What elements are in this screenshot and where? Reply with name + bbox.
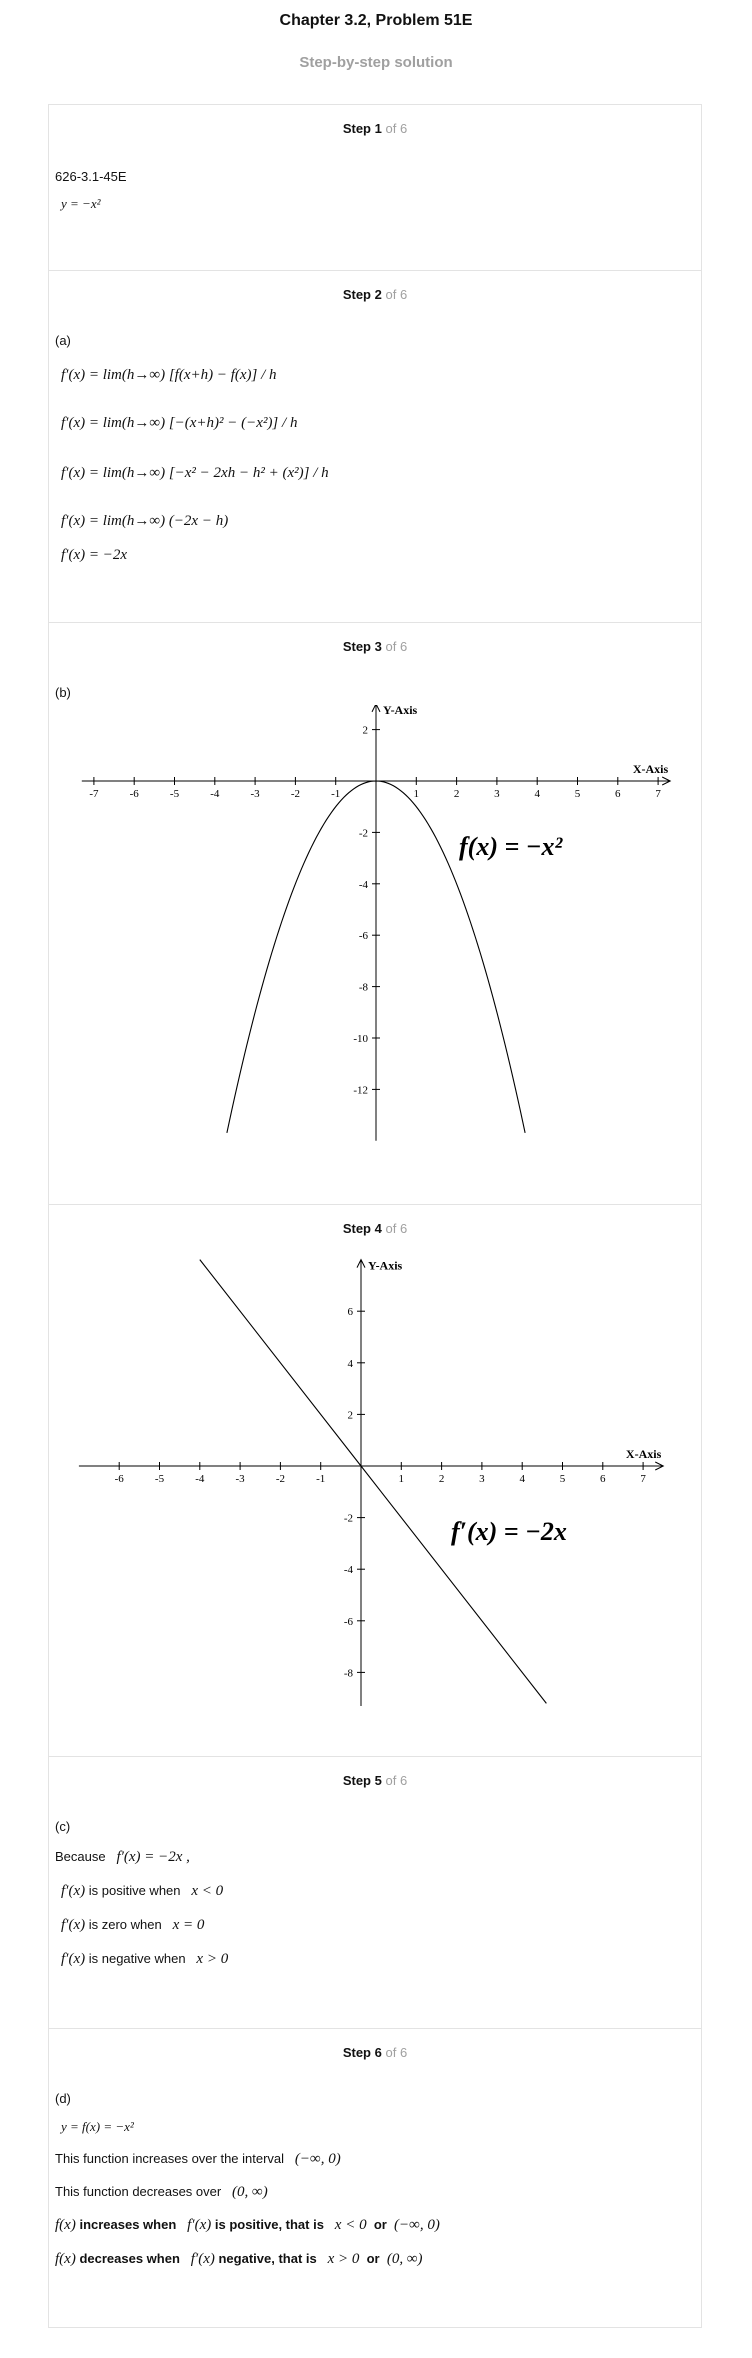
function-curve: [199, 1259, 547, 1704]
x-tick-label: 4: [534, 788, 540, 800]
function-annotation: f′(x) = −2x: [451, 1517, 567, 1546]
problem-reference: 626-3.1-45E: [55, 169, 127, 184]
x-tick-label: 6: [615, 788, 621, 800]
zero-line: f′(x) is zero when x = 0: [61, 1917, 205, 1933]
y-tick-label: -6: [344, 1616, 354, 1628]
y-tick-label: -8: [359, 982, 369, 994]
x-tick-label: -1: [316, 1473, 325, 1485]
decrease-interval-line: This function decreases over (0, ∞): [55, 2184, 268, 2200]
step-5-heading: Step 5 of 6: [342, 1773, 408, 1788]
x-tick-label: -2: [291, 788, 300, 800]
step-6-heading: Step 6 of 6: [342, 2045, 408, 2060]
y-tick-label: -4: [344, 1564, 354, 1576]
y-tick-label: -4: [359, 879, 369, 891]
function-curve: [226, 780, 526, 1133]
step-1-heading: Step 1 of 6: [342, 121, 408, 136]
derivation-line-4: f′(x) = lim(h→∞) (−2x − h): [61, 513, 229, 529]
x-tick-label: 5: [560, 1473, 566, 1485]
x-tick-label: 1: [399, 1473, 405, 1485]
page-title: Chapter 3.2, Problem 51E: [279, 12, 473, 29]
x-tick-label: 2: [454, 788, 460, 800]
y-tick-label: -8: [344, 1667, 354, 1679]
y-axis-label: Y-Axis: [383, 705, 418, 717]
x-tick-label: -5: [155, 1473, 165, 1485]
derivation-line-1: f′(x) = lim(h→∞) [f(x+h) − f(x)] / h: [61, 367, 277, 383]
x-tick-label: -4: [195, 1473, 205, 1485]
y-tick-label: -2: [359, 827, 368, 839]
step-3-heading: Step 3 of 6: [342, 639, 408, 654]
derivative-line-graph: X-Axis Y-Axis -6 -5 -4 -3 -2 -1 1 2 3 4 5 6 7 6 4 2 -2 -4 -6…: [78, 1258, 665, 1706]
derivation-line-5: f′(x) = −2x: [61, 547, 127, 563]
x-tick-label: 7: [640, 1473, 646, 1485]
y-tick-label: 2: [348, 1409, 354, 1421]
y-tick-label: -2: [344, 1513, 353, 1525]
y-axis-arrow: [371, 705, 381, 713]
function-annotation: f(x) = −x²: [459, 832, 564, 861]
derivation-line-2: f′(x) = lim(h→∞) [−(x+h)² − (−x²)] / h: [61, 415, 298, 431]
y-tick-label: 4: [348, 1358, 354, 1370]
x-tick-label: 2: [439, 1473, 445, 1485]
increases-summary: f(x) increases when f′(x) is positive, t…: [55, 2217, 440, 2233]
y-tick-label: -10: [353, 1033, 368, 1045]
decreases-summary: f(x) decreases when f′(x) negative, that…: [55, 2251, 423, 2267]
step-5-card: Step 5 of 6 (c) Because f′(x) = −2x , f′…: [48, 1756, 702, 2028]
parabola-graph: X-Axis Y-Axis -7 -6 -5 -4 -3 -2 -1 1 2 3 4 5 6 7 2 -2 -4 -6…: [81, 705, 672, 1141]
negative-line: f′(x) is negative when x > 0: [61, 1951, 229, 1967]
x-tick-label: -2: [276, 1473, 285, 1485]
x-axis-arrow: [655, 1461, 665, 1471]
derivation-line-3: f′(x) = lim(h→∞) [−x² − 2xh − h² + (x²)]…: [61, 465, 329, 481]
x-tick-label: 7: [655, 788, 661, 800]
x-tick-label: 1: [414, 788, 420, 800]
page-subtitle: Step-by-step solution: [299, 54, 453, 71]
x-tick-label: 6: [600, 1473, 606, 1485]
x-tick-label: 3: [494, 788, 500, 800]
y-tick-label: 6: [348, 1306, 354, 1318]
step-2-heading: Step 2 of 6: [342, 287, 408, 302]
step-3-card: Step 3 of 6 (b) X-Axis Y-Axis -7 -6 -5 -4 -3 -2…: [48, 622, 702, 1204]
step-1-card: Step 1 of 6 626-3.1-45E y = −x²: [48, 104, 702, 270]
part-a-label: (a): [55, 333, 71, 348]
part-b-label: (b): [55, 685, 71, 700]
x-tick-label: -4: [210, 788, 220, 800]
y-tick-label: -6: [359, 930, 369, 942]
x-tick-label: -3: [251, 788, 261, 800]
part-d-label: (d): [55, 2091, 71, 2106]
x-tick-label: -7: [89, 788, 99, 800]
x-tick-label: 5: [575, 788, 581, 800]
x-tick-label: -5: [170, 788, 180, 800]
x-tick-label: -6: [130, 788, 140, 800]
part-c-label: (c): [55, 1819, 71, 1834]
step-4-card: Step 4 of 6 X-Axis Y-Axis -6 -5 -4 -3 -2 -1 1 2 3 4…: [48, 1204, 702, 1756]
step-6-card: Step 6 of 6 (d) y = f(x) = −x² This func…: [48, 2028, 702, 2328]
x-axis-arrow: [661, 776, 672, 786]
x-tick-label: 4: [519, 1473, 525, 1485]
x-tick-label: -6: [115, 1473, 125, 1485]
y-tick-label: 2: [363, 725, 369, 737]
step-2-card: Step 2 of 6 (a) f′(x) = lim(h→∞) [f(x+h)…: [48, 270, 702, 622]
x-axis-label: X-Axis: [626, 1447, 662, 1461]
x-tick-label: -3: [236, 1473, 246, 1485]
x-axis-label: X-Axis: [633, 762, 669, 776]
y-axis-label: Y-Axis: [368, 1259, 403, 1273]
x-tick-label: 3: [479, 1473, 485, 1485]
increase-interval-line: This function increases over the interva…: [55, 2151, 341, 2167]
function-equation: y = f(x) = −x²: [61, 2119, 134, 2134]
x-tick-label: -1: [331, 788, 340, 800]
y-axis-arrow: [356, 1258, 366, 1268]
step-4-heading: Step 4 of 6: [342, 1221, 408, 1236]
given-equation: y = −x²: [61, 196, 101, 211]
y-tick-label: -12: [353, 1084, 368, 1096]
positive-line: f′(x) is positive when x < 0: [61, 1883, 224, 1899]
because-line: Because f′(x) = −2x ,: [55, 1849, 190, 1865]
